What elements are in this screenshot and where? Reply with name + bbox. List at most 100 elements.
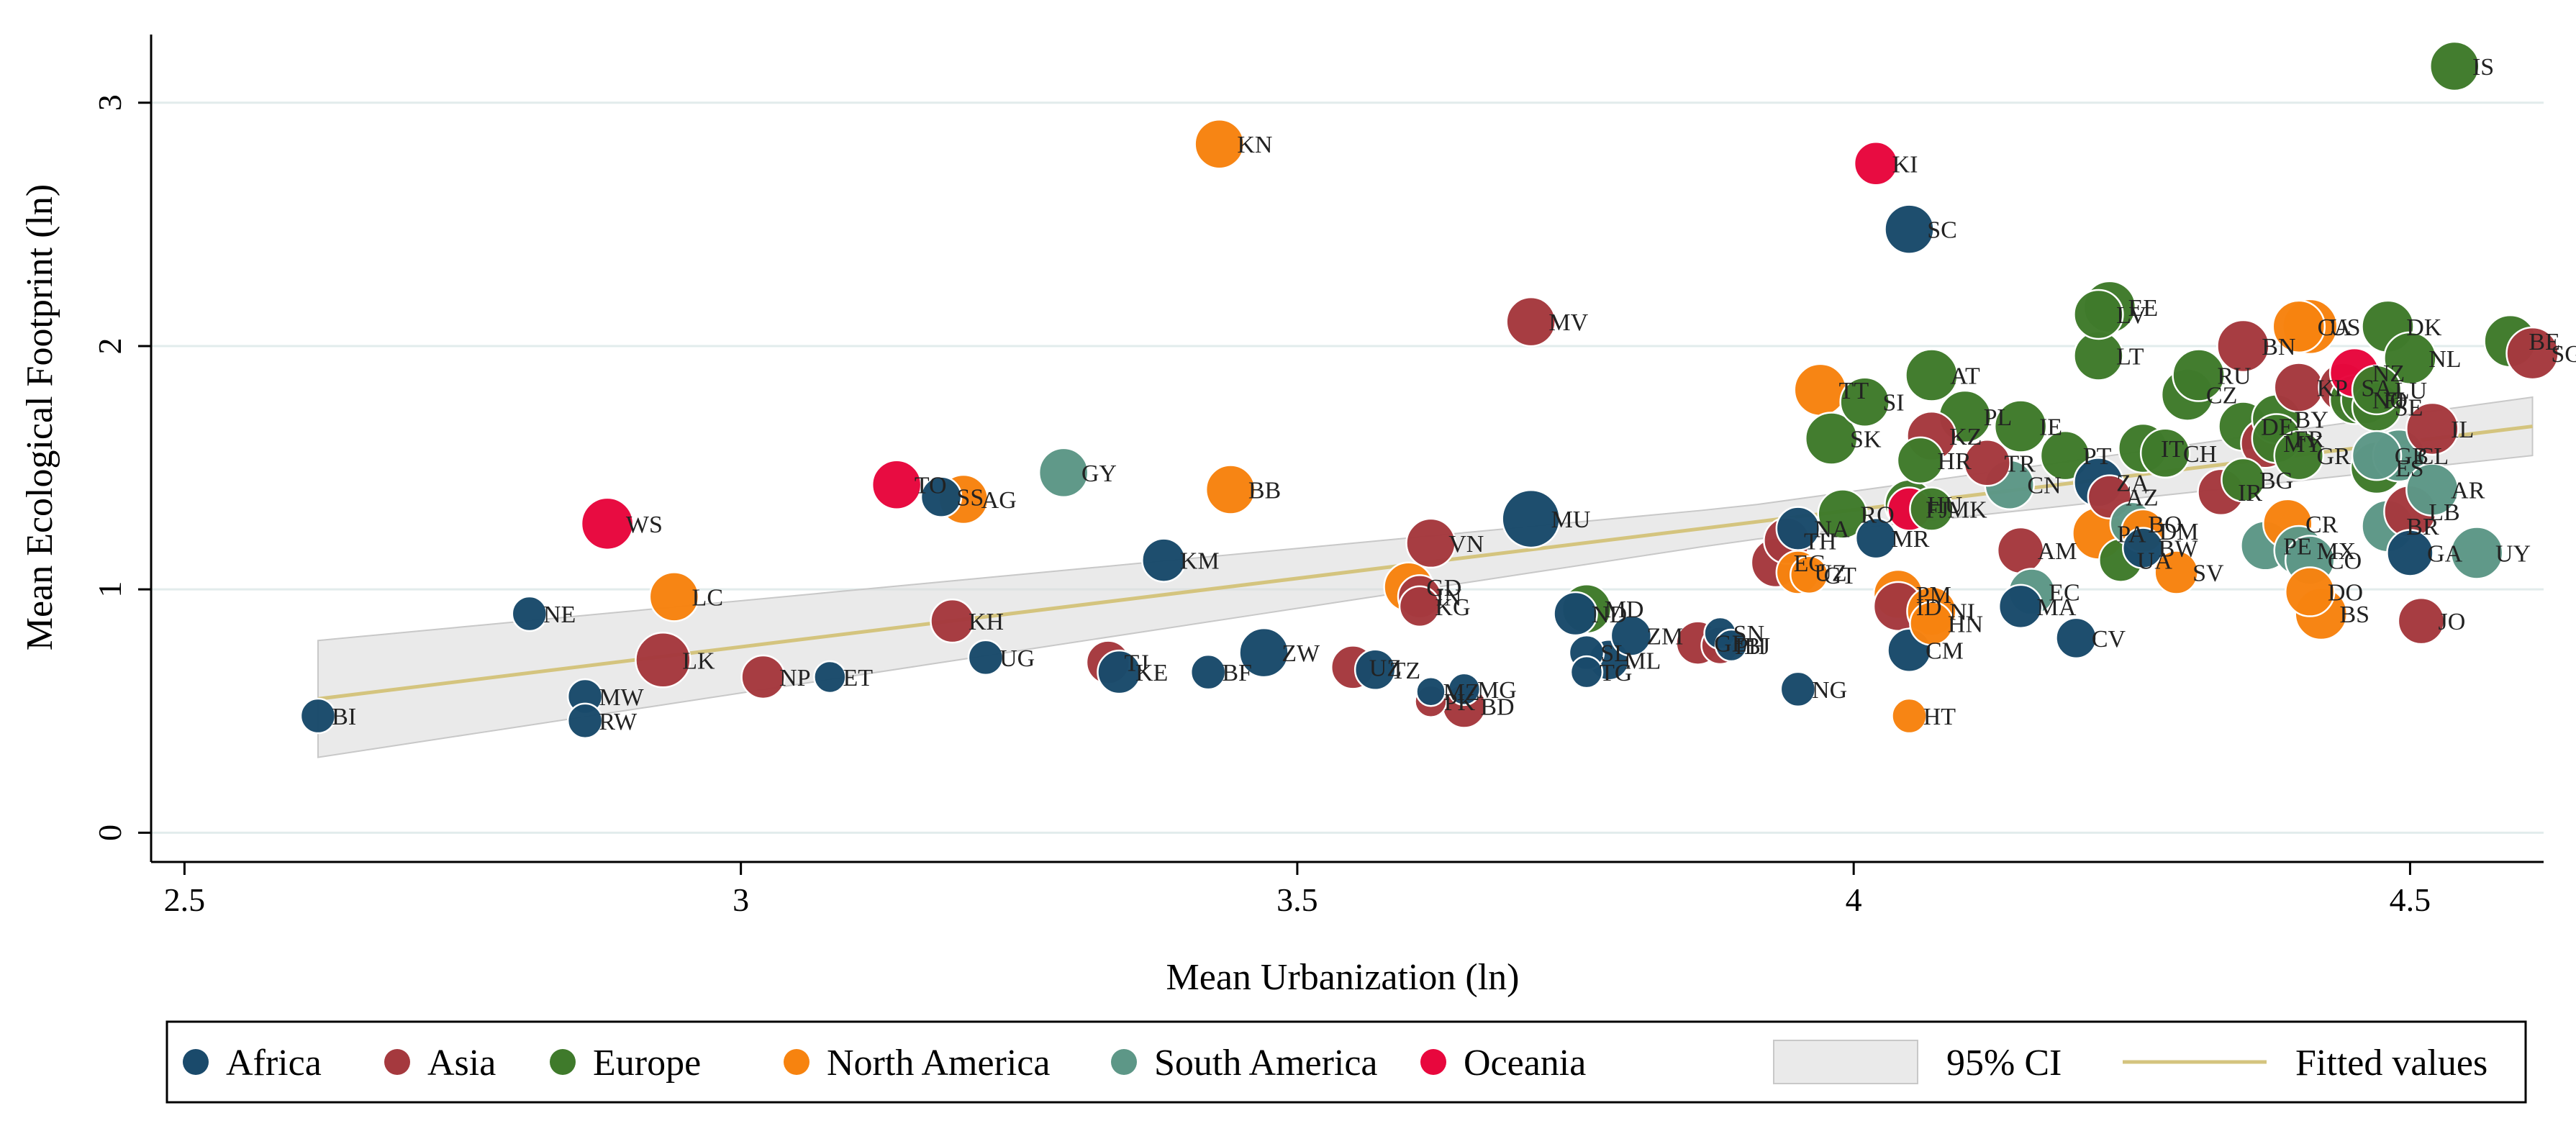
point-label-ni: NI bbox=[1949, 599, 1975, 626]
point-label-na: NA bbox=[1814, 517, 1850, 543]
point-label-za: ZA bbox=[2116, 470, 2149, 496]
point-am bbox=[1996, 526, 2045, 575]
point-ng bbox=[1779, 671, 1817, 708]
point-label-ng: NG bbox=[1812, 677, 1847, 704]
point-label-km: KM bbox=[1180, 548, 1220, 575]
point-label-ss: SS bbox=[956, 485, 984, 512]
point-label-lk: LK bbox=[682, 648, 715, 674]
point-mr bbox=[1854, 517, 1897, 560]
point-label-zm: ZM bbox=[1646, 623, 1683, 650]
point-label-in: IN bbox=[1436, 584, 1462, 611]
point-label-lb: LB bbox=[2428, 499, 2459, 526]
point-to bbox=[871, 459, 922, 510]
point-label-bo: BO bbox=[2148, 512, 2182, 538]
point-tr bbox=[1963, 439, 2011, 487]
point-label-nl: NL bbox=[2428, 346, 2461, 373]
point-label-pt: PT bbox=[2083, 443, 2112, 470]
point-label-ag: AG bbox=[981, 487, 1017, 514]
point-mv bbox=[1505, 296, 1556, 348]
point-ca bbox=[2272, 299, 2326, 354]
point-label-ec: EC bbox=[2049, 580, 2080, 607]
point-label-sk: SK bbox=[1850, 426, 1882, 453]
legend-label-5: Oceania bbox=[1464, 1043, 1586, 1084]
point-label-zw: ZW bbox=[1282, 640, 1320, 667]
point-nd bbox=[1553, 591, 1598, 637]
point-si bbox=[1839, 376, 1890, 427]
point-kn bbox=[1194, 118, 1245, 170]
point-sv bbox=[2154, 550, 2199, 595]
point-hn bbox=[1909, 601, 1954, 646]
point-ug bbox=[967, 639, 1004, 676]
point-jo bbox=[2397, 596, 2446, 645]
point-rw bbox=[566, 702, 604, 740]
point-label-us: US bbox=[2329, 314, 2360, 341]
point-ke bbox=[1097, 649, 1142, 695]
point-label-uy: UY bbox=[2495, 540, 2531, 567]
point-vn bbox=[1405, 517, 1456, 569]
point-pt bbox=[2039, 430, 2091, 481]
point-ga bbox=[2386, 529, 2434, 577]
point-label-cn: CN bbox=[2027, 473, 2061, 499]
point-label-kh: KH bbox=[969, 609, 1004, 635]
legend-marker-1 bbox=[384, 1049, 410, 1075]
point-bi bbox=[299, 697, 337, 735]
point-ie bbox=[1993, 399, 2048, 453]
point-lk bbox=[635, 632, 691, 689]
point-label-az: AZ bbox=[2126, 485, 2158, 512]
y-axis-title: Mean Ecological Footprint (ln) bbox=[19, 184, 60, 650]
point-bw bbox=[2122, 527, 2164, 569]
point-do bbox=[2284, 566, 2336, 617]
point-zm bbox=[1610, 614, 1653, 657]
point-label-mk: MK bbox=[1948, 497, 1987, 524]
point-label-my: MY bbox=[2283, 431, 2323, 458]
point-mk bbox=[1909, 486, 1954, 532]
point-gr bbox=[2273, 430, 2325, 481]
point-np bbox=[740, 654, 786, 700]
point-label-bs: BS bbox=[2339, 601, 2369, 628]
point-label-bd: BD bbox=[1480, 694, 1514, 721]
x-tick-label: 3 bbox=[733, 881, 749, 918]
point-label-mx: MX bbox=[2316, 538, 2356, 565]
point-label-cl: CL bbox=[2418, 443, 2449, 470]
point-label-mg: MG bbox=[1477, 677, 1517, 704]
x-tick-label: 3.5 bbox=[1276, 881, 1318, 918]
point-label-bw: BW bbox=[2159, 536, 2199, 563]
point-uy bbox=[2449, 526, 2504, 580]
point-label-fi: FI bbox=[2383, 387, 2405, 414]
point-label-tt: TT bbox=[1839, 378, 1869, 404]
point-label-se: SE bbox=[2395, 395, 2423, 422]
legend-marker-2 bbox=[550, 1049, 576, 1075]
point-ht bbox=[1891, 697, 1928, 735]
point-kh bbox=[930, 598, 975, 644]
point-label-tr: TR bbox=[2004, 450, 2036, 477]
point-label-cm: CM bbox=[1926, 638, 1964, 665]
point-hr bbox=[1896, 436, 1945, 485]
y-tick-label: 0 bbox=[91, 825, 128, 841]
point-label-mv: MV bbox=[1548, 309, 1588, 336]
point-label-pe: PE bbox=[2283, 533, 2312, 560]
point-ki bbox=[1853, 141, 1899, 186]
point-ma bbox=[1997, 584, 2044, 630]
point-label-uz: UZ bbox=[1814, 560, 1846, 587]
point-label-bb: BB bbox=[1248, 478, 1281, 504]
point-bf bbox=[1189, 653, 1227, 691]
legend-ci-swatch bbox=[1773, 1040, 1918, 1084]
legend-label-1: Asia bbox=[427, 1043, 496, 1084]
point-ru bbox=[2172, 348, 2226, 402]
x-axis-title: Mean Urbanization (ln) bbox=[1166, 957, 1520, 998]
point-sk bbox=[1804, 412, 1859, 466]
point-label-ug: UG bbox=[999, 645, 1035, 672]
point-ss bbox=[920, 476, 963, 518]
point-label-bf: BF bbox=[1222, 660, 1252, 686]
point-label-ee: EE bbox=[2128, 295, 2159, 322]
x-tick-label: 4.5 bbox=[2390, 881, 2431, 918]
point-label-fr: FR bbox=[2295, 426, 2325, 453]
point-label-gt: GT bbox=[1824, 563, 1857, 589]
legend-marker-5 bbox=[1420, 1049, 1446, 1075]
point-label-bj: BJ bbox=[1744, 633, 1770, 660]
point-label-ie: IE bbox=[2039, 414, 2062, 441]
point-tz bbox=[1353, 648, 1397, 691]
point-label-ph: PH bbox=[1735, 633, 1766, 660]
